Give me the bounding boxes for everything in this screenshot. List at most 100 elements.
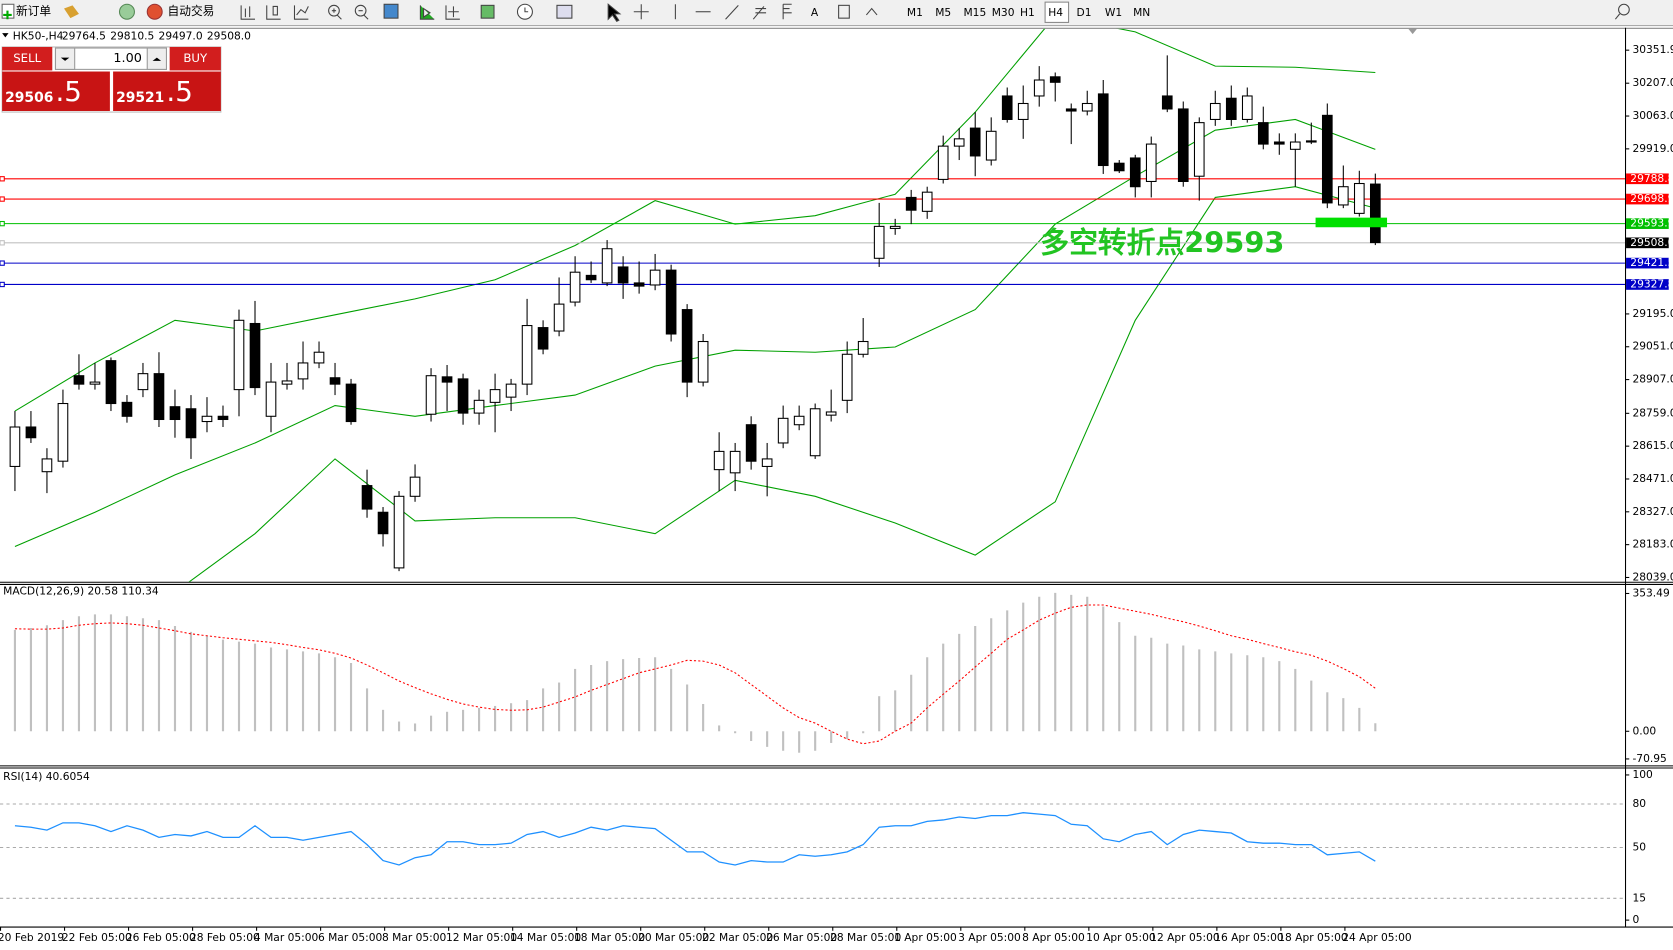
candle-body <box>729 450 741 474</box>
candle-body <box>825 411 837 416</box>
timeframe-button[interactable]: W1 <box>1105 6 1122 19</box>
candle-body <box>201 415 213 423</box>
y-tick-label: 353.49 <box>1632 586 1669 599</box>
candle-body <box>665 269 677 335</box>
level-handle[interactable] <box>0 240 5 246</box>
candle-body <box>505 383 517 398</box>
y-tick-label: 28039.0 <box>1632 570 1673 583</box>
y-tick-label: 28183.0 <box>1632 538 1673 551</box>
y-tick-label: 28759.0 <box>1632 406 1673 419</box>
candle-body <box>329 377 341 385</box>
axes: 30351.9 30207.0 30063.0 29919.0 29195.0 29051… <box>0 43 1673 944</box>
level-handle[interactable] <box>0 260 5 266</box>
level-label-box <box>1626 279 1669 290</box>
candle-body <box>1209 102 1221 120</box>
x-tick-label: 14 Mar 05:00 <box>510 931 581 944</box>
timeframe-active <box>1044 1 1070 23</box>
level-handle[interactable] <box>0 176 5 182</box>
icon[interactable] <box>118 3 135 20</box>
candle-body <box>921 191 933 212</box>
level-handle[interactable] <box>0 220 5 227</box>
candle-body <box>841 353 853 401</box>
rsi-line <box>14 812 1376 866</box>
arrow <box>152 57 162 61</box>
level-label: 29508.0 <box>1630 236 1673 249</box>
candle-body <box>297 362 309 380</box>
candle-body <box>345 383 357 423</box>
candle-body <box>985 130 997 161</box>
y-tick-label: 30207.0 <box>1632 76 1673 89</box>
timeframe-button[interactable]: M1 <box>907 6 923 19</box>
candle-body <box>713 450 725 471</box>
x-tick-label: 20 Mar 05:00 <box>638 931 709 944</box>
candle-body <box>185 408 197 439</box>
level-handle[interactable] <box>0 196 5 202</box>
timeframe-button[interactable]: MN <box>1133 6 1150 19</box>
candle-body <box>1161 95 1173 110</box>
level-label: 29593.9 <box>1630 217 1673 230</box>
ohlc-value: 29508.0 <box>207 29 251 42</box>
candle-body <box>1289 141 1301 150</box>
trade-panel: SELL 1.00 BUY 29506 .5 29521 .5 <box>1 46 222 113</box>
x-tick-label: 22 Feb 05:00 <box>62 931 132 944</box>
candle-body <box>1193 122 1205 177</box>
timeframe-button[interactable]: M30 <box>992 6 1015 19</box>
sell-button[interactable]: SELL <box>2 46 53 71</box>
x-tick-label: 6 Mar 05:00 <box>318 931 383 944</box>
turning-point-marker <box>1315 217 1388 228</box>
sell-price-box[interactable] <box>2 71 110 112</box>
level-label-box <box>1626 218 1669 229</box>
new-order-button[interactable]: 新订单 <box>1 3 51 20</box>
candle-body <box>857 340 869 355</box>
level-handle[interactable] <box>0 281 5 288</box>
chart-area <box>0 27 1673 950</box>
x-tick-label: 10 Apr 05:00 <box>1086 931 1156 944</box>
candle-body <box>1081 102 1093 112</box>
timeframe-button[interactable]: H4 <box>1048 6 1063 19</box>
candle-body <box>697 340 709 383</box>
timeframe-button[interactable]: M5 <box>935 6 951 19</box>
lots-value: 1.00 <box>113 51 141 66</box>
collapse-icon[interactable] <box>2 33 9 38</box>
x-tick-label: 1 Apr 05:00 <box>894 931 957 944</box>
candle-body <box>809 408 821 457</box>
x-tick-label: 28 Mar 05:00 <box>830 931 901 944</box>
buy-button[interactable]: BUY <box>169 46 221 71</box>
candle-body <box>553 303 565 332</box>
icon[interactable] <box>64 5 79 19</box>
x-tick-label: 4 Mar 05:00 <box>254 931 319 944</box>
x-tick-label: 18 Apr 05:00 <box>1278 931 1348 944</box>
candle-body <box>649 269 661 286</box>
buy-price-box[interactable] <box>113 71 221 112</box>
candle-body <box>169 406 181 421</box>
shift-marker <box>1408 28 1417 35</box>
text-tool-glyph[interactable]: A <box>811 6 819 19</box>
candle-body <box>1177 108 1189 182</box>
candle-body <box>777 417 789 444</box>
candle-body <box>1369 183 1381 244</box>
y-tick-label: 30351.9 <box>1632 43 1673 56</box>
rsi-title: RSI(14) 40.6054 <box>3 770 90 783</box>
ohlc-value: 29497.0 <box>159 29 203 42</box>
x-tick-label: 20 Feb 2019 <box>0 931 64 944</box>
candle-body <box>937 145 949 180</box>
candle-body <box>9 426 21 467</box>
x-tick-label: 24 Apr 05:00 <box>1342 931 1412 944</box>
candle-body <box>1065 108 1077 112</box>
candle-body <box>601 248 613 284</box>
timeframe-button[interactable]: D1 <box>1077 6 1092 19</box>
candle-body <box>1001 95 1013 120</box>
candle-body <box>617 266 629 284</box>
timeframe-button[interactable]: M15 <box>963 6 986 19</box>
timeframe-button[interactable]: H1 <box>1020 6 1035 19</box>
x-tick-label: 8 Mar 05:00 <box>382 931 447 944</box>
x-tick-label: 12 Apr 05:00 <box>1150 931 1220 944</box>
toolbar-icons[interactable] <box>240 3 1630 23</box>
auto-trading-button[interactable]: 自动交易 <box>146 3 214 20</box>
candle-body <box>585 274 597 281</box>
candle-body <box>217 415 229 421</box>
candle-body <box>281 380 293 385</box>
candle-body <box>89 381 101 385</box>
